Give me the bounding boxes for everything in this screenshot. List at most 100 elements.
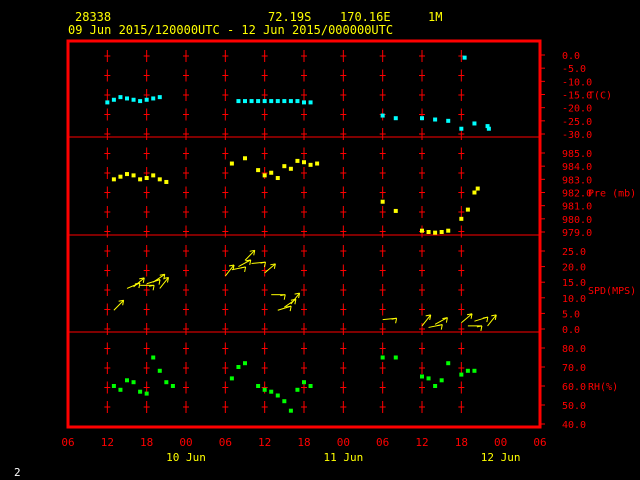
data-point <box>439 230 444 234</box>
data-point <box>459 372 464 377</box>
data-point <box>420 228 424 233</box>
wind-arrow-head <box>440 324 443 330</box>
y-tick-label: 10.0 <box>562 294 586 305</box>
data-point <box>125 172 129 177</box>
wind-arrow <box>264 263 276 274</box>
panel-label: T(C) <box>588 91 612 102</box>
data-point <box>138 177 143 182</box>
wind-arrow-head <box>395 318 398 324</box>
data-point <box>262 173 267 178</box>
y-tick-label: -25.0 <box>562 117 592 128</box>
wind-arrow <box>434 317 448 325</box>
y-tick-label: 50.0 <box>562 401 586 412</box>
y-tick-label: 984.0 <box>562 162 592 173</box>
wind-arrow <box>421 314 432 327</box>
wind-arrow-head <box>298 292 301 299</box>
x-tick-label: 12 <box>258 436 271 449</box>
wind-arrow-head <box>118 299 124 302</box>
data-point <box>426 376 431 381</box>
wind-arrow-head <box>466 313 473 316</box>
wind-arrow-head <box>491 314 497 317</box>
y-tick-label: -15.0 <box>562 91 592 102</box>
wind-arrow-head <box>166 277 169 283</box>
wind-arrow-head <box>249 249 255 252</box>
wind-arrow <box>238 259 251 268</box>
x-tick-label: 18 <box>455 436 468 449</box>
data-point <box>426 230 431 234</box>
data-point <box>243 156 247 161</box>
wind-arrow-head <box>158 279 161 285</box>
wind-arrow-head <box>249 259 252 265</box>
wind-arrow-head <box>122 300 125 306</box>
x-tick-label: 06 <box>533 436 546 449</box>
data-point <box>105 100 110 105</box>
wind-arrow-head <box>163 276 169 279</box>
wind-arrow-head <box>283 294 286 300</box>
data-point <box>446 361 451 366</box>
wind-arrow-head <box>294 299 297 305</box>
data-point <box>144 97 149 102</box>
y-tick-label: 70.0 <box>562 363 586 374</box>
data-point <box>475 186 480 191</box>
data-point <box>295 158 300 163</box>
y-tick-label: -20.0 <box>562 104 592 115</box>
wind-arrow-head <box>273 263 276 269</box>
y-tick-label: 983.0 <box>562 175 592 186</box>
data-point <box>164 380 169 385</box>
x-tick-label: 00 <box>494 436 507 449</box>
data-point <box>288 99 293 104</box>
data-point <box>125 378 129 383</box>
date-label: 12 Jun <box>481 451 521 464</box>
data-point <box>308 384 313 388</box>
panel-label: RH(%) <box>588 382 618 393</box>
data-point <box>236 365 241 369</box>
data-point <box>236 99 241 104</box>
wind-arrow-head <box>149 284 155 287</box>
data-point <box>459 126 464 131</box>
data-point <box>393 208 398 213</box>
wind-arrow <box>133 277 145 288</box>
data-point <box>446 228 451 233</box>
y-tick-label: 5.0 <box>562 309 580 320</box>
wind-arrow <box>159 277 169 289</box>
wind-arrow-head <box>280 294 286 297</box>
wind-arrow-head <box>391 317 397 320</box>
data-point <box>151 96 156 101</box>
x-tick-label: 06 <box>376 436 389 449</box>
data-point <box>170 384 175 388</box>
wind-arrow-head <box>425 314 431 317</box>
y-tick-label: 15.0 <box>562 278 586 289</box>
data-point <box>380 355 385 360</box>
data-point <box>262 387 267 392</box>
data-point <box>275 99 280 104</box>
latitude: 72.19S <box>268 10 312 24</box>
wind-arrow <box>487 314 497 327</box>
data-point <box>249 99 254 104</box>
x-tick-label: 12 <box>415 436 428 449</box>
date-label: 10 Jun <box>166 451 206 464</box>
y-tick-label: 60.0 <box>562 382 586 393</box>
data-point <box>302 160 306 165</box>
data-point <box>308 162 313 167</box>
data-point <box>485 124 490 129</box>
wind-arrow-head <box>470 313 473 319</box>
data-point <box>282 99 287 104</box>
time-period: 09 Jun 2015/120000UTC - 12 Jun 2015/0000… <box>68 23 394 37</box>
data-point <box>256 384 261 388</box>
y-tick-label: -5.0 <box>562 64 586 75</box>
data-point <box>472 368 477 373</box>
data-point <box>308 100 313 105</box>
y-tick-label: -30.0 <box>562 130 592 141</box>
data-point <box>151 355 156 360</box>
wind-arrow-head <box>482 316 488 319</box>
data-point <box>256 168 261 173</box>
data-point <box>151 173 156 178</box>
x-tick-label: 18 <box>140 436 153 449</box>
data-point <box>393 355 398 360</box>
station-id: 28338 <box>75 10 112 24</box>
data-point <box>111 384 116 388</box>
wind-arrow-head <box>159 273 165 276</box>
y-tick-label: 979.0 <box>562 228 592 239</box>
data-point <box>262 99 267 104</box>
